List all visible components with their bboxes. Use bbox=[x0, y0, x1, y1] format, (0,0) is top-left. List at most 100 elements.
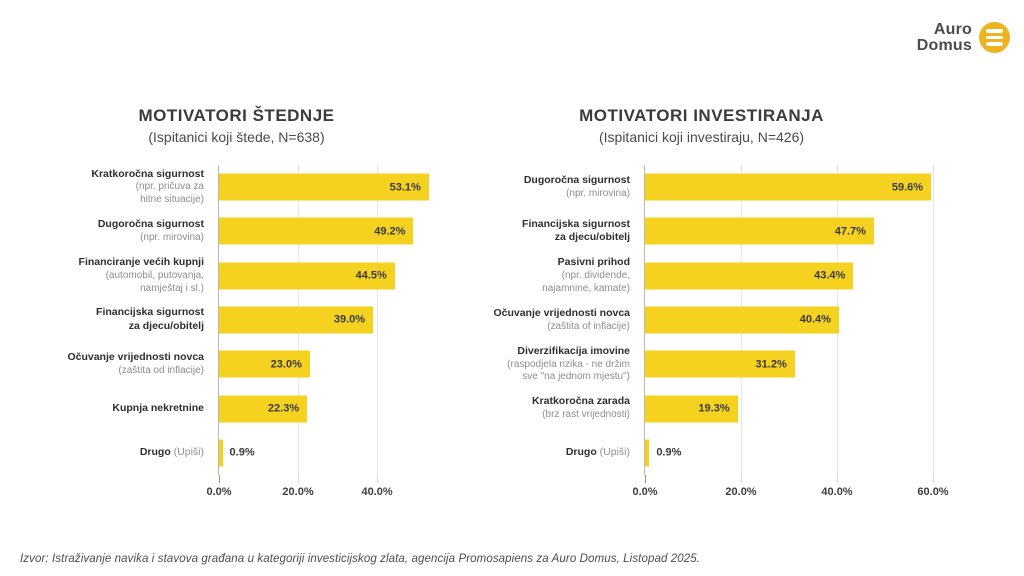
category-label: Financiranje većih kupnji bbox=[78, 256, 204, 269]
gridline bbox=[933, 165, 934, 475]
bar-row: 22.3% bbox=[219, 386, 447, 430]
x-tick bbox=[377, 475, 379, 483]
bar: 47.7% bbox=[645, 217, 874, 245]
category-note: (raspodjela rizika - ne držim bbox=[507, 358, 630, 370]
bar: 43.4% bbox=[645, 262, 854, 290]
category-label: Financijska sigurnost bbox=[96, 306, 204, 319]
category-label: za djecu/obitelj bbox=[554, 231, 630, 244]
category-labels: Dugoročna sigurnost (npr. mirovina) Financ… bbox=[493, 165, 638, 475]
category-label: Očuvanje vrijednosti novca bbox=[67, 351, 204, 364]
bar-row: 0.9% bbox=[219, 431, 447, 475]
category-note: namještaj i sl.) bbox=[140, 282, 204, 294]
category-label-cell: Očuvanje vrijednosti novca (zaštita od in… bbox=[67, 342, 212, 386]
bar: 22.3% bbox=[219, 395, 308, 423]
gridline bbox=[377, 165, 379, 475]
source-note: Izvor: Istraživanje navika i stavova gra… bbox=[20, 553, 701, 565]
bar: 59.6% bbox=[645, 173, 932, 201]
chart-body: Dugoročna sigurnost (npr. mirovina) Financ… bbox=[493, 165, 951, 498]
category-note: (npr. mirovina) bbox=[566, 187, 630, 199]
category-label: Očuvanje vrijednosti novca bbox=[493, 306, 630, 319]
bar: 19.3% bbox=[645, 395, 738, 423]
bar-row: 49.2% bbox=[219, 209, 447, 253]
x-tick-label: 20.0% bbox=[725, 486, 757, 498]
bar-row: 23.0% bbox=[219, 342, 447, 386]
bar-row: 43.4% bbox=[645, 254, 951, 298]
x-tick-label: 60.0% bbox=[917, 486, 949, 498]
value-label: 31.2% bbox=[755, 358, 787, 371]
value-label: 43.4% bbox=[814, 269, 846, 282]
hamburger-bar bbox=[986, 35, 1003, 40]
plot-area: 0.0% 20.0% 40.0% 53.1% 49.2% 44.5% 39.0% 23.0% 2… bbox=[206, 165, 447, 498]
bar: 40.4% bbox=[645, 306, 839, 334]
x-tick bbox=[837, 475, 838, 483]
category-note: sve "na jednom mjestu") bbox=[522, 371, 630, 383]
category-note: (Upiši) bbox=[170, 446, 204, 458]
plot-area: 0.0% 20.0% 40.0% 60.0% 59.6% 47.7% 43.4% 40.4% 3… bbox=[632, 165, 951, 498]
value-label: 23.0% bbox=[270, 358, 302, 371]
category-label: Diverzifikacija imovine bbox=[517, 344, 630, 357]
category-note: (zaštita od inflacije) bbox=[118, 364, 204, 376]
chart-body: Kratkoročna sigurnost (npr. pričuva za hit… bbox=[67, 165, 447, 498]
x-tick bbox=[933, 475, 934, 483]
bar-row: 53.1% bbox=[219, 165, 447, 209]
hamburger-bar bbox=[986, 42, 1003, 46]
category-note: (zaštita of inflacije) bbox=[547, 320, 630, 332]
x-tick-label: 40.0% bbox=[361, 486, 393, 498]
value-label: 0.9% bbox=[656, 446, 682, 459]
chart-title: MOTIVATORI ŠTEDNJE bbox=[138, 106, 335, 125]
category-label-cell: Dugoročna sigurnost (npr. mirovina) bbox=[70, 209, 212, 253]
x-tick-label: 40.0% bbox=[821, 486, 853, 498]
category-label: Pasivni prihod bbox=[557, 256, 630, 269]
chart-titles: MOTIVATORI ŠTEDNJE (Ispitanici koji šted… bbox=[48, 106, 425, 145]
chart-titles: MOTIVATORI INVESTIRANJA (Ispitanici koji… bbox=[474, 106, 929, 145]
x-tick-label: 0.0% bbox=[632, 486, 658, 498]
value-label: 59.6% bbox=[891, 181, 924, 194]
bar: 39.0% bbox=[219, 306, 374, 334]
category-label: Kratkoročna zarada bbox=[531, 395, 630, 408]
value-label: 22.3% bbox=[267, 402, 300, 415]
chart-savings-motivators: MOTIVATORI ŠTEDNJE (Ispitanici koji šted… bbox=[67, 106, 447, 498]
bar-row: 31.2% bbox=[645, 342, 951, 386]
value-label: 0.9% bbox=[229, 446, 255, 459]
category-label-cell: Dugoročna sigurnost (npr. mirovina) bbox=[496, 165, 638, 209]
category-label-cell: Drugo (Upiši) bbox=[70, 431, 212, 475]
category-label: Dugoročna sigurnost bbox=[97, 218, 204, 231]
x-tick-label: 20.0% bbox=[282, 486, 314, 498]
category-label: Kupnja nekretnine bbox=[112, 401, 204, 414]
logo-wordmark: Auro Domus bbox=[917, 22, 972, 53]
plot: 0.0% 20.0% 40.0% 60.0% 59.6% 47.7% 43.4% 40.4% 3… bbox=[632, 165, 951, 498]
category-note: (npr. mirovina) bbox=[140, 231, 204, 243]
bar-row: 19.3% bbox=[645, 386, 951, 430]
category-note: hitne situacije) bbox=[140, 193, 204, 205]
chart-title: MOTIVATORI INVESTIRANJA bbox=[579, 106, 824, 125]
bar: 31.2% bbox=[645, 350, 795, 378]
category-label-cell: Financijska sigurnost za djecu/obitelj bbox=[496, 209, 638, 253]
category-label: Kratkoročna sigurnost bbox=[91, 167, 204, 180]
value-label: 53.1% bbox=[389, 181, 421, 194]
x-tick bbox=[741, 475, 742, 483]
category-label-cell: Pasivni prihod (npr. dividende, najamnine,… bbox=[496, 254, 638, 298]
category-label-cell: Kupnja nekretnine bbox=[70, 386, 212, 430]
bar-row: 40.4% bbox=[645, 298, 951, 342]
logo-line-1: Auro bbox=[933, 21, 972, 38]
bar: 0.9% bbox=[645, 439, 681, 467]
x-tick bbox=[645, 475, 646, 483]
chart-subtitle: (Ispitanici koji investiraju, N=426) bbox=[598, 129, 805, 145]
category-label: Drugo (Upiši) bbox=[565, 446, 630, 458]
value-label: 47.7% bbox=[834, 225, 866, 238]
bar: 0.9% bbox=[219, 439, 255, 467]
category-label-cell: Očuvanje vrijednosti novca (zaštita of in… bbox=[493, 298, 638, 342]
category-note: (npr. dividende, bbox=[561, 270, 630, 282]
chart-investing-motivators: MOTIVATORI INVESTIRANJA (Ispitanici koji… bbox=[493, 106, 951, 498]
bar-row: 59.6% bbox=[645, 165, 951, 209]
bar: 49.2% bbox=[219, 217, 414, 245]
category-label-cell: Financiranje većih kupnji (automobil, put… bbox=[70, 254, 212, 298]
value-label: 49.2% bbox=[374, 225, 406, 238]
category-label: Financijska sigurnost bbox=[522, 217, 630, 230]
x-tick-label: 0.0% bbox=[206, 486, 232, 498]
category-label-cell: Diverzifikacija imovine (raspodjela rizik… bbox=[496, 342, 638, 386]
bar-row: 39.0% bbox=[219, 298, 447, 342]
bar-row: 0.9% bbox=[645, 431, 951, 475]
bar: 53.1% bbox=[219, 173, 429, 201]
